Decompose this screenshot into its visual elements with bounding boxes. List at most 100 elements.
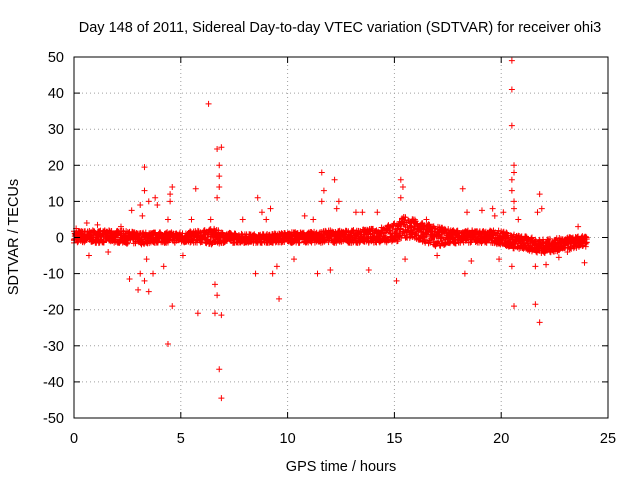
data-point — [291, 256, 298, 263]
data-point — [128, 207, 135, 214]
data-point — [534, 209, 541, 216]
data-point — [160, 263, 167, 270]
y-tick-label: -20 — [43, 303, 64, 319]
data-point — [543, 261, 550, 268]
data-point — [393, 277, 400, 284]
data-point — [333, 205, 340, 212]
data-point — [445, 226, 452, 233]
data-point — [528, 234, 535, 241]
data-point — [200, 227, 207, 234]
data-point — [399, 183, 406, 190]
data-point — [583, 239, 590, 246]
x-tick-label: 5 — [177, 431, 185, 447]
x-tick-label: 20 — [493, 431, 509, 447]
data-point — [194, 310, 201, 317]
data-point — [511, 303, 518, 310]
data-point — [431, 225, 438, 232]
data-point — [211, 310, 218, 317]
data-point — [511, 162, 518, 169]
data-point — [207, 216, 214, 223]
data-point — [211, 281, 218, 288]
data-point — [216, 162, 223, 169]
data-point — [135, 286, 142, 293]
data-point — [575, 223, 582, 230]
data-point — [318, 198, 325, 205]
data-point — [508, 57, 515, 64]
data-point — [192, 185, 199, 192]
data-point — [74, 239, 81, 246]
data-point — [459, 185, 466, 192]
data-point — [218, 395, 225, 402]
y-axis-label: SDTVAR / TECUs — [6, 179, 22, 295]
data-point — [461, 270, 468, 277]
data-point — [581, 259, 588, 266]
data-point — [508, 86, 515, 93]
data-point — [214, 146, 221, 153]
data-point — [327, 266, 334, 273]
data-point — [555, 254, 562, 261]
data-point — [145, 198, 152, 205]
x-tick-label: 0 — [70, 431, 78, 447]
data-point — [152, 194, 159, 201]
data-point — [296, 239, 303, 246]
x-tick-label: 10 — [280, 431, 296, 447]
data-point — [301, 212, 308, 219]
data-point — [117, 223, 124, 230]
y-tick-label: 20 — [48, 158, 64, 174]
data-point — [267, 205, 274, 212]
data-point — [423, 216, 430, 223]
data-point — [564, 248, 571, 255]
data-point — [214, 194, 221, 201]
data-point — [254, 194, 261, 201]
data-point — [139, 212, 146, 219]
axis-ticks — [73, 56, 609, 419]
data-point — [464, 209, 471, 216]
y-tick-label: -10 — [43, 267, 64, 283]
data-point — [397, 225, 404, 232]
data-point — [216, 366, 223, 373]
data-point — [402, 256, 409, 263]
data-point — [536, 191, 543, 198]
data-point — [335, 198, 342, 205]
data-point — [508, 187, 515, 194]
data-point — [568, 245, 575, 252]
x-tick-label: 15 — [386, 431, 402, 447]
data-point — [508, 176, 515, 183]
data-point — [496, 256, 503, 263]
data-point — [532, 301, 539, 308]
data-point — [528, 235, 535, 242]
data-point — [318, 231, 325, 238]
data-point — [495, 227, 502, 234]
data-point — [452, 240, 459, 247]
data-point — [434, 252, 441, 259]
data-point — [167, 198, 174, 205]
data-point — [164, 216, 171, 223]
data-point — [239, 216, 246, 223]
data-point — [252, 270, 259, 277]
x-tick-labels: 0 5 10 15 20 25 — [70, 431, 616, 447]
data-point — [126, 276, 133, 283]
data-point — [511, 169, 518, 176]
data-point — [164, 340, 171, 347]
data-point — [423, 233, 430, 240]
y-tick-label: -30 — [43, 339, 64, 355]
data-point — [169, 303, 176, 310]
data-point — [430, 237, 437, 244]
data-point — [394, 237, 401, 244]
data-point — [123, 240, 130, 247]
data-point — [352, 209, 359, 216]
data-point — [318, 169, 325, 176]
data-point — [137, 202, 144, 209]
data-point — [105, 248, 112, 255]
data-points — [71, 57, 590, 402]
data-point — [314, 270, 321, 277]
data-point — [310, 216, 317, 223]
data-point — [536, 237, 543, 244]
data-point — [233, 233, 240, 240]
data-point — [478, 207, 485, 214]
data-point — [154, 202, 161, 209]
data-point — [179, 252, 186, 259]
data-point — [397, 194, 404, 201]
y-tick-label: 10 — [48, 194, 64, 210]
